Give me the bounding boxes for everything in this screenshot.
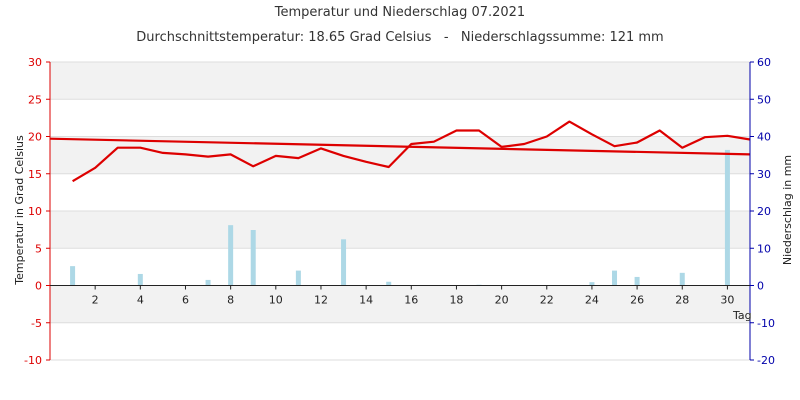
x-axis-label: Tag xyxy=(732,309,752,322)
precipitation-bar xyxy=(70,266,76,286)
x-tick-label: 6 xyxy=(182,294,189,307)
y-left-tick-label: -10 xyxy=(24,354,42,367)
x-tick-label: 22 xyxy=(540,294,554,307)
precipitation-bar xyxy=(679,272,685,286)
y-right-tick-label: 30 xyxy=(757,168,771,181)
precipitation-bar xyxy=(228,225,234,286)
y-right-tick-label: 20 xyxy=(757,205,771,218)
chart-subtitle: Durchschnittstemperatur: 18.65 Grad Cels… xyxy=(136,30,663,45)
precipitation-bar xyxy=(205,279,211,286)
x-tick-label: 30 xyxy=(720,294,734,307)
y-left-tick-label: 0 xyxy=(35,280,42,293)
x-tick-label: 28 xyxy=(675,294,689,307)
background-band xyxy=(50,211,750,249)
x-tick-label: 24 xyxy=(585,294,599,307)
y-right-tick-label: 50 xyxy=(757,93,771,106)
y-left-tick-label: 30 xyxy=(28,56,42,69)
temperature-lines xyxy=(49,120,751,183)
y-axis-left-label: Temperatur in Grad Celsius xyxy=(13,135,26,286)
x-tick-label: 26 xyxy=(630,294,644,307)
precipitation-bar xyxy=(589,282,595,286)
precipitation-bars xyxy=(70,149,730,286)
y-left-tick-label: 20 xyxy=(28,131,42,144)
x-tick-label: 8 xyxy=(227,294,234,307)
x-tick-label: 20 xyxy=(495,294,509,307)
background-bands xyxy=(50,62,750,323)
y-axis-right-label: Niederschlag in mm xyxy=(781,155,794,265)
precipitation-bar xyxy=(250,229,256,286)
y-left-tick-label: 25 xyxy=(28,93,42,106)
axes xyxy=(46,61,754,361)
y-right-tick-label: 0 xyxy=(757,280,764,293)
y-right-tick-label: 60 xyxy=(757,56,771,69)
y-left-tick-label: 10 xyxy=(28,205,42,218)
precipitation-bar xyxy=(137,273,143,286)
background-band xyxy=(50,62,750,100)
chart-title: Temperatur und Niederschlag 07.2021 xyxy=(274,5,525,20)
y-right-tick-label: -20 xyxy=(757,354,775,367)
y-right-tick-label: 10 xyxy=(757,242,771,255)
y-left-tick-label: 5 xyxy=(35,242,42,255)
precipitation-bar xyxy=(341,239,347,286)
x-tick-label: 16 xyxy=(404,294,418,307)
x-tick-label: 12 xyxy=(314,294,328,307)
temperature-average-line xyxy=(49,137,751,156)
y-right-tick-label: -10 xyxy=(757,317,775,330)
x-tick-label: 14 xyxy=(359,294,373,307)
y-left-tick-label: 15 xyxy=(28,168,42,181)
precipitation-bar xyxy=(612,270,618,286)
x-tick-label: 4 xyxy=(137,294,144,307)
y-left-tick-label: -5 xyxy=(31,317,42,330)
precipitation-bar xyxy=(724,149,730,286)
precipitation-bar xyxy=(386,281,392,286)
y-right-tick-label: 40 xyxy=(757,131,771,144)
background-band xyxy=(50,285,750,323)
x-tick-label: 10 xyxy=(269,294,283,307)
precipitation-bar xyxy=(634,276,640,286)
x-tick-label: 18 xyxy=(449,294,463,307)
x-tick-label: 2 xyxy=(92,294,99,307)
precipitation-bar xyxy=(295,270,301,286)
temperature-line xyxy=(72,120,751,183)
